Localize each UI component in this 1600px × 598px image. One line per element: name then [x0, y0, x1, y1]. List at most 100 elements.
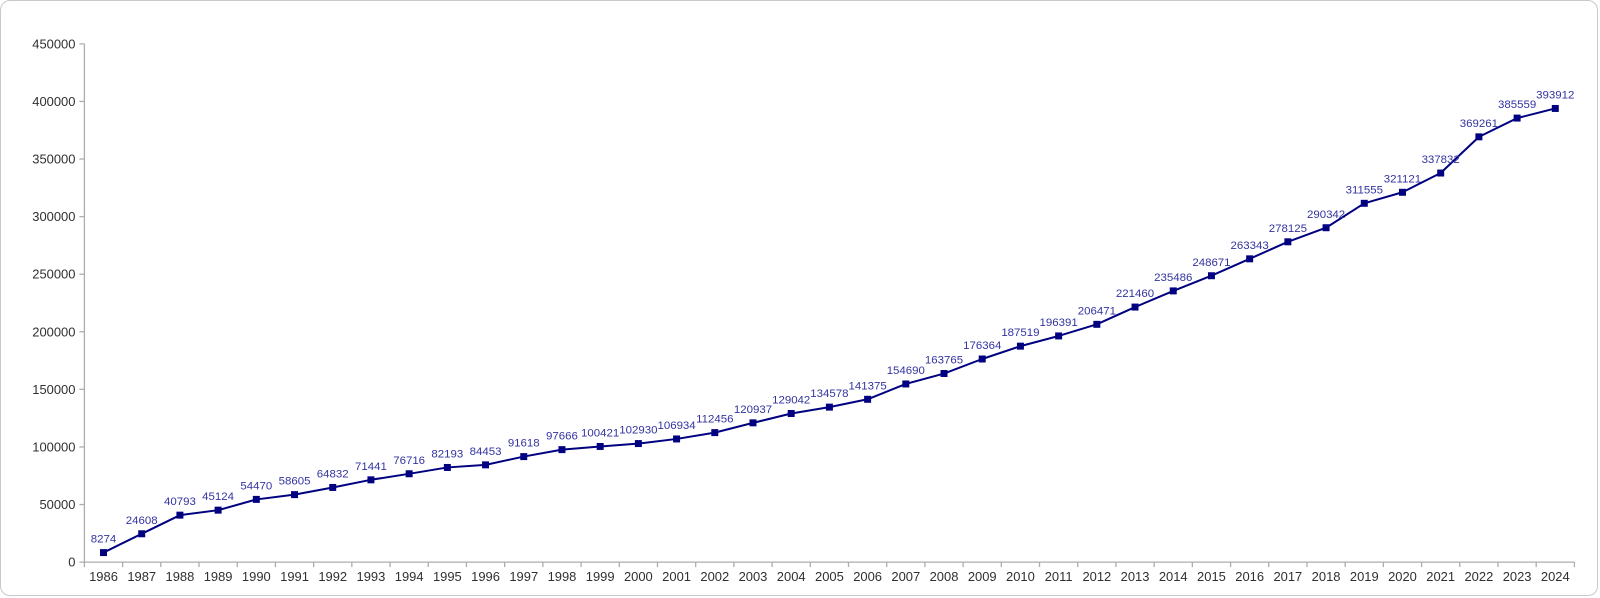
x-axis-tick-label: 2021 — [1426, 569, 1455, 584]
series-line — [103, 107, 1556, 554]
data-point-label: 97666 — [546, 431, 578, 443]
data-point-label: 235486 — [1154, 272, 1192, 284]
x-axis-tick-label: 1993 — [357, 569, 386, 584]
data-point-marker — [825, 403, 833, 411]
data-point-marker — [1398, 188, 1406, 196]
data-point-label: 206471 — [1078, 305, 1116, 317]
x-axis-tick-label: 1996 — [471, 569, 500, 584]
data-point-label: 196391 — [1040, 317, 1078, 329]
x-axis-tick-label: 2000 — [624, 569, 653, 584]
data-point-marker — [482, 461, 490, 469]
x-axis-tick-label: 2020 — [1388, 569, 1417, 584]
data-point-label: 187519 — [1001, 327, 1039, 339]
x-axis-tick-label: 1987 — [127, 569, 156, 584]
data-point-label: 71441 — [355, 461, 387, 473]
data-point-label: 221460 — [1116, 288, 1154, 300]
data-point-marker — [176, 511, 184, 519]
y-axis-tick-label: 50000 — [39, 497, 75, 512]
data-point-marker — [864, 395, 872, 403]
data-point-label: 311555 — [1346, 184, 1383, 196]
x-axis-tick-label: 1992 — [318, 569, 347, 584]
data-point-label: 76716 — [393, 455, 425, 467]
data-point-label: 129042 — [772, 395, 810, 407]
data-point-marker — [902, 380, 910, 388]
data-point-marker — [1437, 169, 1445, 177]
data-point-label: 154690 — [887, 365, 925, 377]
x-axis-tick-label: 2011 — [1045, 569, 1073, 584]
data-point-label: 100421 — [581, 427, 619, 439]
x-axis-tick-label: 2017 — [1273, 569, 1302, 584]
data-point-label: 141375 — [848, 380, 886, 392]
x-axis-tick-label: 1991 — [280, 569, 309, 584]
x-axis-tick-label: 2002 — [700, 569, 729, 584]
x-axis-tick-label: 2004 — [777, 569, 806, 584]
data-point-marker — [1093, 320, 1101, 328]
data-point-marker — [1131, 303, 1139, 311]
data-point-label: 84453 — [470, 446, 502, 458]
x-axis-tick-label: 2007 — [891, 569, 920, 584]
x-axis-tick-label: 2009 — [968, 569, 997, 584]
data-point-label: 40793 — [164, 496, 196, 508]
data-point-marker — [329, 483, 337, 491]
data-point-marker — [787, 410, 795, 417]
x-axis-tick-label: 2023 — [1503, 569, 1532, 584]
data-point-marker — [100, 549, 107, 557]
data-point-marker — [1246, 255, 1254, 263]
data-point-marker — [520, 453, 528, 461]
data-point-label: 112456 — [696, 414, 733, 426]
y-axis-tick-label: 300000 — [32, 209, 75, 224]
x-axis-tick-label: 2012 — [1082, 569, 1111, 584]
data-point-marker — [1207, 272, 1215, 280]
data-point-label: 82193 — [431, 448, 463, 460]
y-axis-tick-label: 200000 — [32, 324, 75, 339]
data-point-marker — [405, 470, 413, 478]
data-point-marker — [443, 463, 451, 471]
data-point-label: 54470 — [240, 480, 272, 492]
data-point-marker — [1016, 342, 1024, 350]
data-point-label: 278125 — [1269, 223, 1307, 235]
y-axis-tick-label: 400000 — [32, 94, 75, 109]
x-axis-tick-label: 1988 — [166, 569, 195, 584]
x-axis-tick-label: 2024 — [1541, 569, 1570, 584]
data-point-marker — [138, 530, 146, 538]
x-axis-tick-label: 2013 — [1121, 569, 1150, 584]
data-point-marker — [558, 446, 566, 454]
data-point-label: 321121 — [1384, 173, 1421, 185]
data-point-label: 45124 — [202, 491, 234, 503]
data-point-marker — [214, 506, 222, 514]
x-axis-tick-label: 2003 — [739, 569, 768, 584]
data-point-marker — [1284, 238, 1292, 246]
data-point-label: 393912 — [1536, 89, 1574, 101]
data-point-marker — [291, 491, 299, 499]
data-point-marker — [367, 476, 375, 484]
x-axis-tick-label: 2015 — [1197, 569, 1226, 584]
data-point-label: 64832 — [317, 468, 349, 480]
data-point-label: 263343 — [1231, 240, 1269, 252]
x-axis-tick-label: 1998 — [548, 569, 577, 584]
data-point-label: 120937 — [734, 404, 772, 416]
data-point-label: 369261 — [1460, 118, 1498, 130]
data-point-label: 385559 — [1498, 99, 1536, 111]
y-axis-tick-label: 0 — [68, 555, 75, 570]
x-axis-tick-label: 2014 — [1159, 569, 1188, 584]
data-point-marker — [1551, 104, 1559, 112]
x-axis-tick-label: 2010 — [1006, 569, 1035, 584]
data-point-marker — [1055, 332, 1063, 340]
data-point-marker — [673, 435, 681, 443]
y-axis-tick-label: 100000 — [32, 439, 75, 454]
x-axis-tick-label: 2006 — [853, 569, 882, 584]
x-axis-tick-label: 2019 — [1350, 569, 1379, 584]
data-point-label: 290342 — [1307, 209, 1345, 221]
data-point-label: 8274 — [91, 534, 117, 546]
x-axis-tick-label: 1989 — [204, 569, 233, 584]
data-point-marker — [1513, 114, 1521, 122]
data-point-marker — [252, 495, 260, 503]
data-point-marker — [596, 442, 604, 450]
data-point-marker — [978, 355, 986, 363]
x-axis-tick-label: 2016 — [1235, 569, 1264, 584]
data-point-marker — [940, 370, 948, 377]
x-axis-tick-label: 1995 — [433, 569, 462, 584]
data-point-marker — [749, 419, 757, 427]
x-axis-tick-label: 2001 — [662, 569, 691, 584]
x-axis-tick-label: 2008 — [930, 569, 959, 584]
